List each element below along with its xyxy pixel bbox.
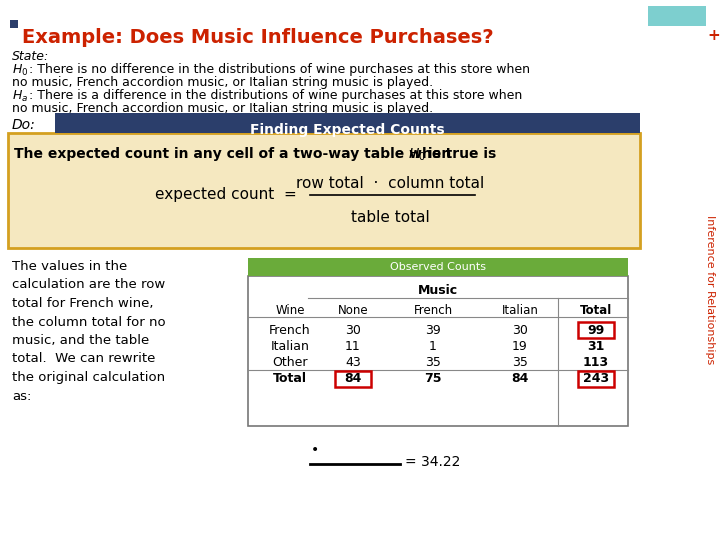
- Text: = 34.22: = 34.22: [405, 455, 460, 469]
- Text: The expected count in any cell of a two-way table when: The expected count in any cell of a two-…: [14, 147, 456, 161]
- Text: Italian: Italian: [271, 340, 310, 353]
- Text: Music: Music: [418, 284, 458, 296]
- Text: Example: Does Music Influence Purchases?: Example: Does Music Influence Purchases?: [22, 28, 494, 47]
- Text: $H_0$: $H_0$: [408, 147, 426, 164]
- Bar: [335, 371, 371, 387]
- Text: row total  ·  column total: row total · column total: [296, 176, 484, 191]
- Text: Do:: Do:: [12, 118, 36, 132]
- Bar: [55, 113, 640, 133]
- Bar: [248, 258, 628, 276]
- Bar: [648, 6, 706, 26]
- Text: 1: 1: [429, 340, 437, 353]
- Text: no music, French accordion music, or Italian string music is played.: no music, French accordion music, or Ita…: [12, 76, 433, 89]
- Text: French: French: [413, 303, 453, 316]
- Text: 243: 243: [583, 373, 609, 386]
- Text: 84: 84: [511, 373, 528, 386]
- Text: French: French: [269, 323, 311, 336]
- Text: 39: 39: [425, 323, 441, 336]
- Text: None: None: [338, 303, 369, 316]
- Text: 35: 35: [512, 355, 528, 368]
- Text: is true is: is true is: [423, 147, 496, 161]
- Text: Inference for Relationships: Inference for Relationships: [705, 215, 715, 364]
- Text: The values in the
calculation are the row
total for French wine,
the column tota: The values in the calculation are the ro…: [12, 260, 166, 402]
- Bar: [578, 371, 614, 387]
- Text: •: •: [311, 443, 319, 457]
- Bar: [578, 322, 614, 338]
- Text: 11: 11: [345, 340, 361, 353]
- Bar: [248, 276, 628, 426]
- Bar: [8, 133, 640, 248]
- Text: 31: 31: [588, 340, 605, 353]
- Text: Finding Expected Counts: Finding Expected Counts: [250, 123, 444, 137]
- Text: +: +: [708, 29, 720, 44]
- Text: $H_0$: $H_0$: [12, 63, 28, 78]
- Text: $H_a$: $H_a$: [12, 89, 28, 104]
- Text: 30: 30: [512, 323, 528, 336]
- Text: table total: table total: [351, 210, 429, 225]
- Text: 30: 30: [345, 323, 361, 336]
- Text: Total: Total: [580, 303, 612, 316]
- Text: State:: State:: [12, 50, 49, 63]
- Text: 43: 43: [345, 355, 361, 368]
- Text: : There is a difference in the distributions of wine purchases at this store whe: : There is a difference in the distribut…: [29, 89, 522, 102]
- Text: expected count  =: expected count =: [155, 187, 297, 202]
- Text: : There is no difference in the distributions of wine purchases at this store wh: : There is no difference in the distribu…: [29, 63, 530, 76]
- Text: 84: 84: [344, 373, 361, 386]
- Bar: [10, 20, 18, 28]
- Text: Italian: Italian: [502, 303, 539, 316]
- Text: 113: 113: [583, 355, 609, 368]
- Text: Total: Total: [273, 373, 307, 386]
- Text: Observed Counts: Observed Counts: [390, 262, 486, 272]
- Text: no music, French accordion music, or Italian string music is played.: no music, French accordion music, or Ita…: [12, 102, 433, 115]
- Text: 99: 99: [588, 323, 605, 336]
- Text: Other: Other: [272, 355, 307, 368]
- Text: 35: 35: [425, 355, 441, 368]
- Text: 75: 75: [424, 373, 442, 386]
- Text: 19: 19: [512, 340, 528, 353]
- Text: Wine: Wine: [275, 303, 305, 316]
